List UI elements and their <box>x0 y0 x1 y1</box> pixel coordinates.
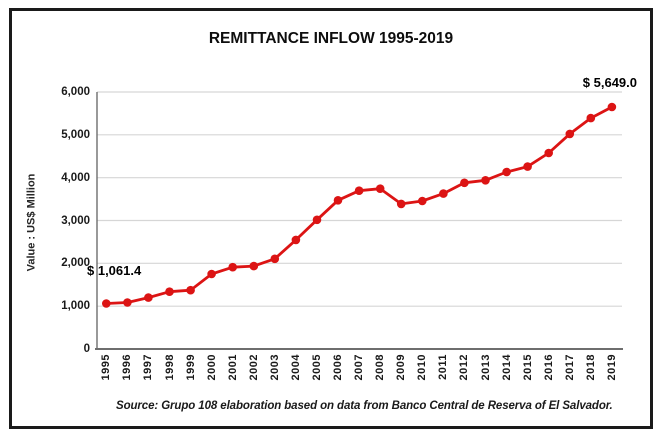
data-point-marker <box>523 162 532 171</box>
chart-title: REMITTANCE INFLOW 1995-2019 <box>208 30 454 47</box>
data-point-marker <box>354 186 364 195</box>
data-point-marker <box>375 184 385 193</box>
data-point-marker <box>291 235 301 245</box>
data-point-marker <box>249 261 259 271</box>
x-tick-label: 2017 <box>563 354 576 381</box>
data-point-marker <box>270 254 280 264</box>
y-tick-label: 2,000 <box>61 257 90 270</box>
data-point-marker <box>481 176 490 185</box>
y-tick-label: 6,000 <box>61 86 90 98</box>
source-note: Source: Grupo 108 elaboration based on d… <box>116 400 613 412</box>
data-point-marker <box>607 102 617 112</box>
y-tick-label: 0 <box>83 343 90 355</box>
data-point-marker <box>186 285 195 295</box>
x-tick-label: 2001 <box>226 354 239 381</box>
x-tick-label: 2002 <box>247 354 260 381</box>
data-point-marker <box>460 178 469 188</box>
y-tick-label: 3,000 <box>61 214 90 227</box>
x-tick-label: 2003 <box>268 354 281 381</box>
x-tick-label: 2019 <box>605 354 618 381</box>
first-point-data-label: $ 1,061.4 <box>87 263 142 278</box>
last-point-data-label: $ 5,649.0 <box>582 75 637 90</box>
data-point-marker <box>333 196 343 205</box>
data-point-marker <box>102 299 111 308</box>
x-tick-label: 1996 <box>121 354 134 381</box>
x-tick-label: 2004 <box>289 354 302 381</box>
x-tick-label: 1999 <box>184 354 197 381</box>
data-point-marker <box>207 269 216 279</box>
x-tick-label: 2008 <box>374 354 387 381</box>
x-tick-label: 2015 <box>521 354 534 381</box>
data-point-marker <box>228 262 237 272</box>
x-tick-label: 2009 <box>395 354 408 381</box>
x-tick-label: 2012 <box>458 354 471 381</box>
x-tick-label: 2011 <box>437 354 450 380</box>
x-tick-label: 2016 <box>542 354 555 381</box>
x-tick-label: 1998 <box>163 354 176 381</box>
x-tick-label: 2005 <box>310 354 323 381</box>
remittance-series-line <box>104 105 614 305</box>
x-tick-label: 2007 <box>353 354 366 381</box>
data-point-marker <box>165 287 174 297</box>
data-point-marker <box>418 196 427 206</box>
y-tick-label: 4,000 <box>61 171 90 184</box>
data-point-marker <box>544 148 553 158</box>
x-tick-label: 1995 <box>100 354 113 381</box>
y-tick-label: 1,000 <box>61 300 90 313</box>
x-tick-label: 2000 <box>205 354 218 381</box>
x-tick-label: 2013 <box>479 354 492 381</box>
chart-frame <box>9 8 653 429</box>
x-tick-label: 2014 <box>500 354 513 381</box>
x-tick-label: 1997 <box>142 354 155 381</box>
x-tick-label: 2018 <box>584 354 597 381</box>
data-point-marker <box>439 189 448 198</box>
y-tick-label: 5,000 <box>61 128 90 141</box>
data-point-marker <box>586 113 596 123</box>
x-tick-label: 2010 <box>416 354 429 381</box>
data-point-marker <box>312 215 322 225</box>
data-point-marker <box>144 293 153 302</box>
data-point-marker <box>123 298 132 307</box>
data-point-marker <box>565 129 575 139</box>
data-point-marker <box>502 167 511 177</box>
data-point-marker <box>396 199 406 209</box>
x-tick-label: 2006 <box>332 354 345 381</box>
